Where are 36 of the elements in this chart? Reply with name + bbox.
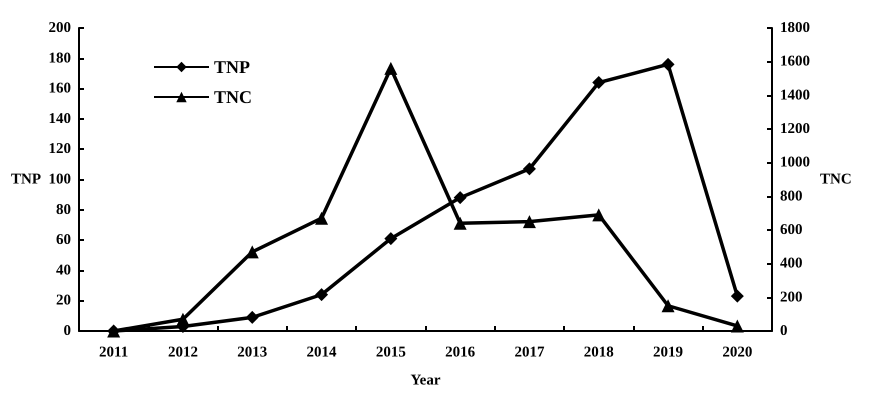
y2-tick-label: 1600 bbox=[780, 54, 810, 70]
y2-tick-label: 1200 bbox=[780, 121, 810, 137]
y-tick-label: 60 bbox=[56, 232, 71, 248]
y-axis-title: TNP bbox=[11, 172, 41, 188]
y-tick-label: 0 bbox=[64, 323, 71, 339]
y-tick-label: 160 bbox=[48, 80, 71, 97]
x-tick-label: 2012 bbox=[168, 344, 198, 360]
y-tick-label: 200 bbox=[48, 20, 71, 36]
x-tick-label: 2017 bbox=[514, 344, 545, 360]
y2-axis-title: TNC bbox=[820, 172, 852, 188]
y2-tick-label: 1000 bbox=[780, 154, 810, 171]
x-tick-label: 2016 bbox=[445, 344, 476, 360]
x-tick-label: 2011 bbox=[99, 344, 128, 360]
x-tick-label: 2018 bbox=[584, 344, 614, 360]
y-tick-label: 40 bbox=[56, 262, 71, 278]
y-tick-label: 180 bbox=[48, 50, 71, 66]
y2-tick-label: 1800 bbox=[780, 20, 810, 36]
y-tick-label: 100 bbox=[48, 172, 71, 188]
y2-tick-label: 400 bbox=[780, 256, 802, 272]
y2-tick-label: 200 bbox=[780, 289, 802, 306]
y-tick-label: 140 bbox=[48, 110, 71, 127]
x-tick-label: 2015 bbox=[376, 344, 406, 360]
legend-label: TNP bbox=[214, 57, 250, 77]
legend-label: TNC bbox=[214, 87, 252, 107]
y-tick-label: 20 bbox=[56, 292, 71, 309]
x-tick-label: 2013 bbox=[237, 344, 268, 360]
x-axis-title: Year bbox=[410, 372, 441, 388]
y2-tick-label: 800 bbox=[780, 188, 802, 204]
y2-tick-label: 600 bbox=[780, 222, 802, 238]
x-tick-label: 2019 bbox=[653, 344, 684, 360]
x-tick-label: 2020 bbox=[722, 344, 752, 360]
y2-tick-label: 0 bbox=[780, 323, 788, 339]
x-tick-label: 2014 bbox=[306, 344, 338, 360]
y-tick-label: 120 bbox=[48, 141, 71, 158]
y2-tick-label: 1400 bbox=[780, 87, 810, 104]
y-tick-label: 80 bbox=[56, 202, 71, 218]
